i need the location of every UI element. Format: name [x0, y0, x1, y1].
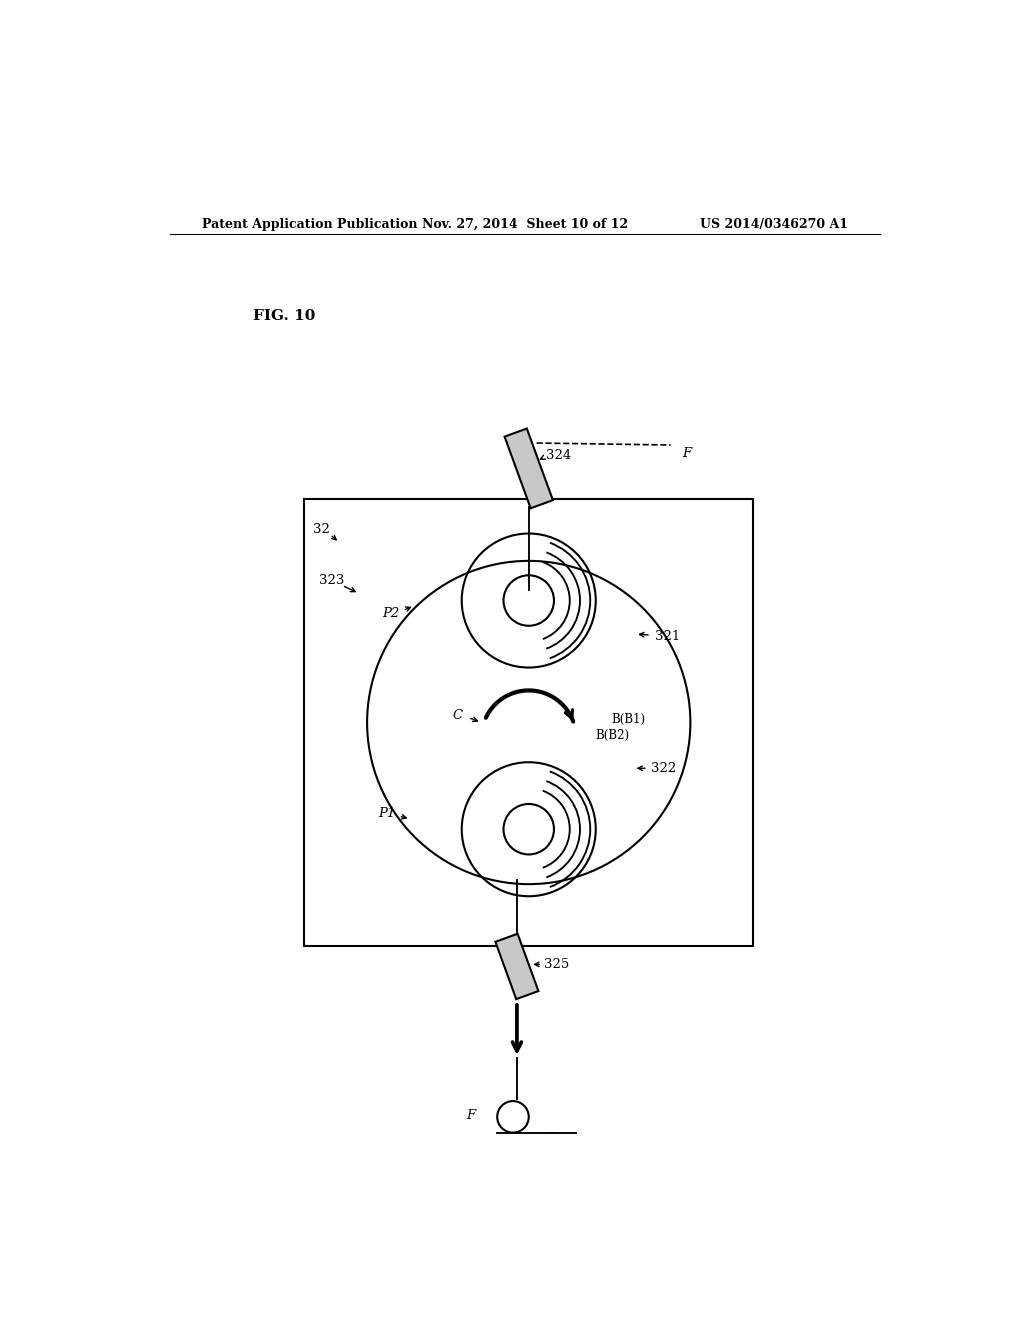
- Text: 32: 32: [313, 523, 330, 536]
- Text: P1: P1: [378, 808, 395, 821]
- Text: 322: 322: [651, 762, 676, 775]
- Bar: [496, 933, 539, 999]
- Text: 321: 321: [655, 630, 680, 643]
- Text: F: F: [682, 446, 692, 459]
- Text: B(B1): B(B1): [611, 713, 646, 726]
- Bar: [304, 499, 754, 946]
- Text: F: F: [467, 1109, 476, 1122]
- Text: Patent Application Publication: Patent Application Publication: [202, 218, 417, 231]
- Text: Nov. 27, 2014  Sheet 10 of 12: Nov. 27, 2014 Sheet 10 of 12: [422, 218, 628, 231]
- Text: B(B2): B(B2): [596, 729, 630, 742]
- Text: 323: 323: [318, 574, 344, 586]
- Text: FIG. 10: FIG. 10: [253, 309, 315, 323]
- Bar: [505, 429, 553, 508]
- Text: 324: 324: [546, 449, 571, 462]
- Text: P2: P2: [382, 607, 399, 620]
- Text: 325: 325: [544, 958, 569, 972]
- Text: US 2014/0346270 A1: US 2014/0346270 A1: [700, 218, 848, 231]
- Text: C: C: [453, 709, 463, 722]
